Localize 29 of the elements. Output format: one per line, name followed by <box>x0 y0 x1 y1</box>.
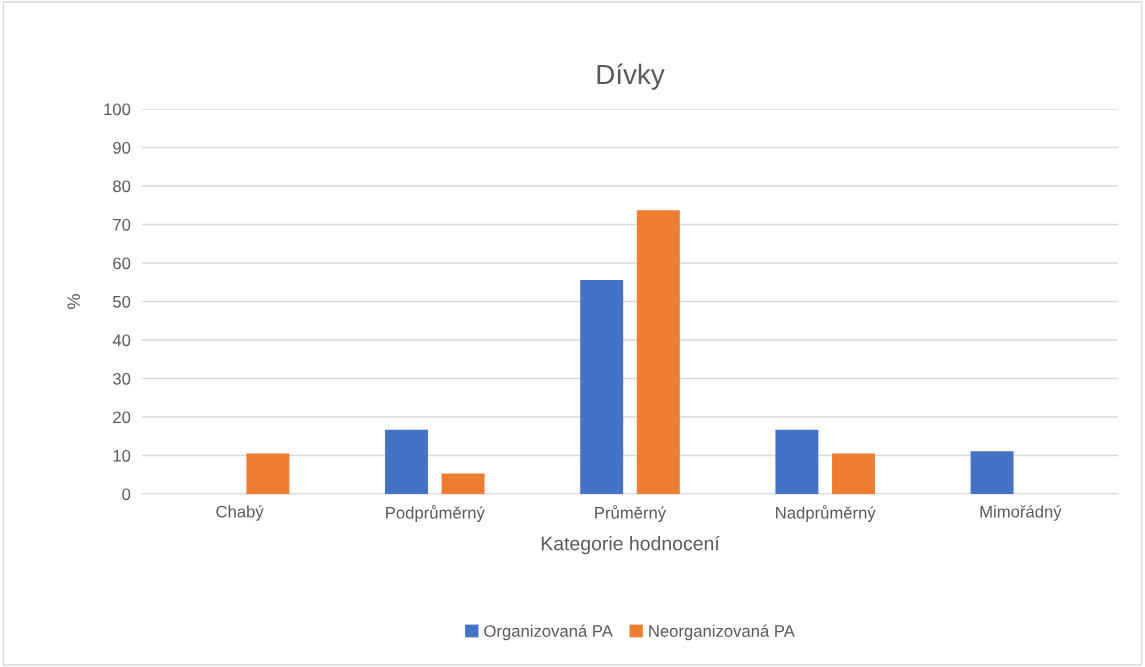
bar <box>970 451 1014 494</box>
y-tick-label: 80 <box>113 180 131 193</box>
bar <box>441 473 485 494</box>
chart-title: Dívky <box>597 63 665 90</box>
x-tick-label: Nadprůměrný <box>776 505 876 522</box>
y-tick-label: 20 <box>113 411 131 424</box>
legend-label: Neorganizovaná PA <box>649 624 795 641</box>
bar <box>246 453 290 494</box>
y-tick-label: 70 <box>113 218 131 231</box>
x-tick-label: Mimořádný <box>980 505 1062 521</box>
y-tick-label: 40 <box>112 334 131 347</box>
y-tick-label: 90 <box>113 141 131 154</box>
bar <box>580 279 624 494</box>
legend-label: Organizovaná PA <box>484 624 613 641</box>
bar <box>775 429 819 494</box>
y-tick-label: 30 <box>112 372 131 385</box>
x-tick-label: Podprůměrný <box>386 505 485 522</box>
y-tick-label: 10 <box>113 449 131 462</box>
bar <box>385 429 428 494</box>
bar <box>832 453 875 494</box>
y-tick-label: 0 <box>122 488 131 501</box>
x-tick-label: Průměrný <box>595 505 667 522</box>
bar <box>636 210 680 494</box>
x-tick-label: Chabý <box>216 505 264 521</box>
y-tick-label: 100 <box>104 103 131 116</box>
y-tick-label: 60 <box>113 257 131 270</box>
y-tick-label: 50 <box>113 295 131 308</box>
x-axis-title: Kategorie hodnocení <box>541 535 720 555</box>
y-axis-title: % <box>67 294 80 309</box>
